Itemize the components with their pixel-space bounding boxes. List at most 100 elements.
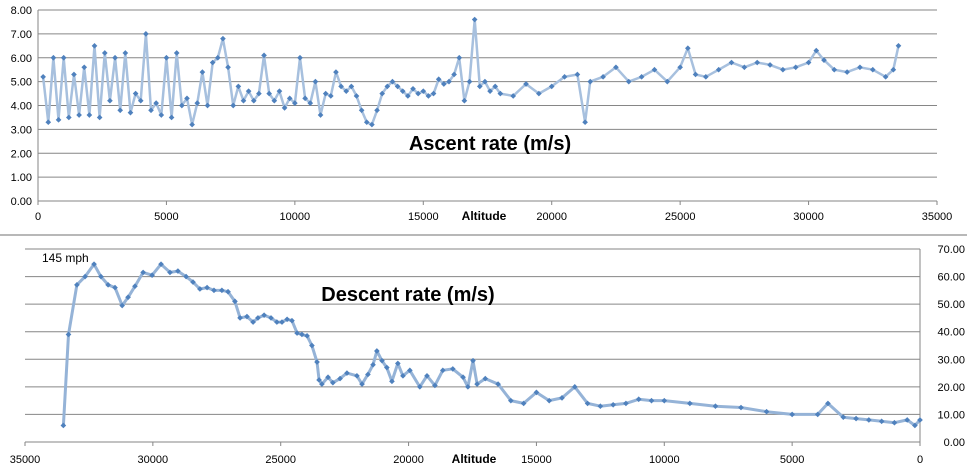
data-point [384,83,391,90]
data-point [904,417,911,423]
data-point [548,83,555,90]
x-tick-label: 35000 [10,454,41,466]
data-point [395,360,401,367]
data-point [354,373,360,379]
data-point [831,66,838,73]
data-point [523,81,529,87]
data-point [112,284,118,291]
data-point [314,359,320,365]
data-point [487,88,493,95]
data-point [158,112,165,118]
data-point [132,90,139,97]
data-point [322,90,329,97]
data-point [389,378,395,385]
data-point [250,319,256,325]
data-point [163,54,170,61]
data-point [292,100,298,106]
data-point [432,382,438,389]
data-point [281,105,288,111]
y-tick-label: 6.00 [11,53,32,65]
data-point [405,93,411,99]
data-point [225,64,231,71]
data-point [358,107,365,114]
data-point [338,83,344,90]
x-tick-label: 35000 [922,211,953,223]
data-point [890,66,897,73]
data-point [297,54,303,61]
data-point [271,97,278,104]
data-point [225,288,231,295]
data-point [584,400,591,407]
data-point [374,107,380,114]
data-point [430,90,437,97]
x-axis-title: Altitude [452,452,497,466]
data-point [420,88,427,95]
peak-annotation: 145 mph [42,251,89,265]
data-point [379,357,385,364]
data-point [137,97,144,104]
data-point [173,50,180,56]
data-point [638,74,645,80]
y-tick-label: 70.00 [937,244,965,256]
data-point [685,45,691,52]
data-point [132,283,138,290]
data-point [183,273,189,280]
data-point [219,287,225,294]
data-point [520,400,527,407]
data-point [370,361,376,368]
data-point [348,83,355,90]
data-point [508,397,514,404]
data-point [470,357,476,364]
data-point [805,59,812,66]
data-point [536,90,542,97]
data-point [587,78,594,85]
data-point [117,107,124,114]
data-point [869,66,876,73]
x-tick-label: 25000 [265,454,296,466]
data-point [389,78,396,85]
data-point [204,102,211,109]
data-point [279,319,285,325]
data-point [189,121,195,128]
data-point [435,76,442,83]
data-point [625,78,632,85]
data-point [825,400,831,407]
data-point [232,298,238,305]
data-point [917,417,923,423]
data-point [424,373,430,379]
data-point [81,64,88,71]
data-point [451,71,457,78]
x-tick-label: 15000 [408,211,439,223]
data-point [245,88,252,95]
y-tick-label: 30.00 [937,354,965,366]
data-point [767,62,773,68]
x-tick-label: 25000 [665,211,696,223]
y-tick-label: 60.00 [937,272,965,284]
data-point [143,31,149,37]
data-point [446,78,452,85]
data-point [240,97,247,104]
data-point [204,284,210,291]
data-point [289,317,295,324]
data-point [211,287,217,294]
data-point [559,395,565,401]
data-point [286,95,293,102]
data-point [190,279,196,285]
y-tick-label: 4.00 [11,101,32,113]
data-point [333,69,339,75]
data-point [105,282,111,288]
data-point [220,35,226,42]
data-point [821,57,827,63]
data-point [76,112,82,118]
data-point [677,64,683,71]
data-point [353,93,360,99]
data-point [416,384,423,390]
data-point [623,400,629,407]
data-point [763,408,770,415]
data-point [495,381,501,387]
data-point [86,112,93,118]
data-point [661,397,668,404]
data-point [284,316,290,323]
data-point [394,83,401,90]
data-point [895,42,902,49]
